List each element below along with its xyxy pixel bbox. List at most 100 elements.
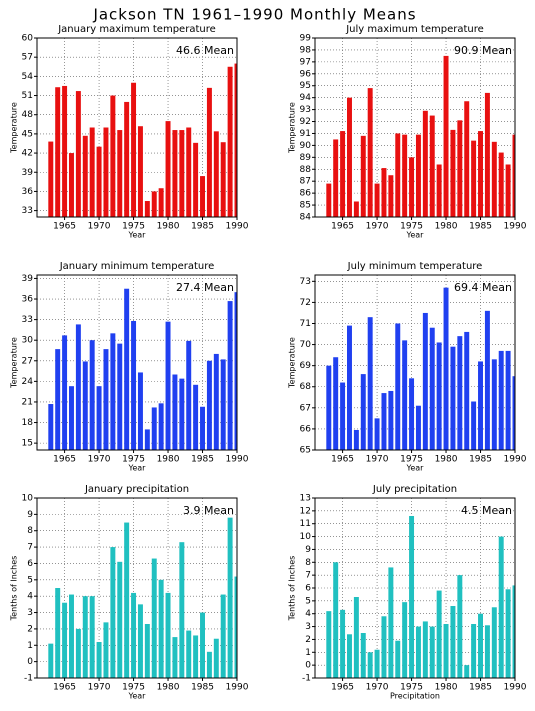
x-axis-label: Precipitation	[390, 692, 440, 701]
y-tick-label: 67	[300, 403, 311, 413]
bar	[436, 342, 442, 450]
y-tick-label: 51	[22, 91, 33, 101]
bar	[422, 110, 428, 217]
bar	[353, 597, 359, 678]
x-tick-label: 1965	[331, 455, 354, 465]
bar	[144, 624, 150, 678]
bar	[381, 168, 387, 217]
y-tick-label: 7	[27, 543, 33, 553]
bar	[186, 630, 192, 678]
y-tick-label: 45	[22, 129, 33, 139]
bar	[395, 133, 401, 217]
annotation: 69.4 Mean	[454, 281, 512, 294]
y-axis-label: Temperature	[288, 337, 297, 389]
y-tick-label: 48	[22, 110, 34, 120]
bar	[450, 606, 456, 678]
y-tick-label: 9	[305, 545, 311, 555]
bar	[443, 624, 449, 678]
bar	[48, 643, 54, 678]
bar	[179, 542, 185, 678]
y-tick-label: 3	[27, 608, 33, 618]
y-tick-label: 33	[22, 315, 33, 325]
bar	[144, 429, 150, 450]
bar	[158, 579, 164, 678]
bar	[103, 127, 109, 217]
bar	[422, 621, 428, 678]
bar	[124, 522, 130, 678]
bar	[82, 596, 88, 678]
y-tick-label: 97	[300, 57, 311, 67]
bar	[381, 616, 387, 678]
bar	[478, 131, 483, 217]
x-tick-label: 1980	[435, 683, 458, 693]
bar	[471, 624, 477, 678]
bar	[429, 626, 435, 678]
y-tick-label: 93	[300, 105, 311, 115]
bar	[213, 353, 219, 450]
bar	[165, 321, 171, 450]
y-tick-label: 92	[300, 117, 311, 127]
bar	[124, 101, 130, 217]
y-tick-label: 0	[305, 661, 311, 671]
bar	[151, 407, 157, 450]
bar	[464, 101, 470, 217]
y-tick-label: 96	[300, 69, 312, 79]
y-tick-label: 88	[300, 165, 312, 175]
y-tick-label: 72	[300, 298, 311, 308]
x-tick-label: 1965	[53, 455, 76, 465]
y-tick-label: 57	[22, 53, 33, 63]
y-tick-label: 87	[300, 177, 311, 187]
bar	[186, 340, 192, 450]
y-tick-label: 39	[22, 274, 34, 284]
y-tick-label: 36	[22, 295, 34, 305]
bar	[395, 640, 401, 678]
bar	[347, 97, 352, 217]
y-tick-label: 1	[305, 648, 311, 658]
bar	[124, 288, 130, 450]
panel-title: July precipitation	[372, 484, 457, 495]
bar	[340, 382, 346, 450]
y-tick-label: 27	[22, 356, 33, 366]
bar	[388, 175, 394, 217]
bar	[374, 183, 380, 217]
bar	[457, 575, 463, 678]
bar	[367, 317, 373, 450]
y-tick-label: 8	[305, 558, 311, 568]
x-tick-label: 1980	[435, 222, 458, 232]
bar	[151, 558, 157, 678]
y-tick-label: 18	[22, 418, 34, 428]
bar	[227, 517, 233, 678]
bar	[402, 602, 408, 678]
plot-frame	[314, 274, 516, 451]
y-tick-label: 68	[300, 382, 312, 392]
panel-title: July minimum temperature	[347, 261, 483, 272]
y-tick-label: 30	[22, 336, 34, 346]
x-tick-label: 1980	[157, 222, 180, 232]
bar	[69, 386, 74, 450]
bar	[158, 188, 164, 217]
bar	[409, 157, 415, 217]
bars	[326, 516, 515, 678]
x-tick-label: 1990	[504, 455, 527, 465]
bar	[367, 88, 373, 217]
bar	[206, 87, 212, 217]
y-tick-label: 15	[22, 439, 33, 449]
y-tick-label: 85	[300, 201, 311, 211]
bar	[347, 325, 352, 450]
bar	[110, 95, 116, 217]
bar	[333, 139, 339, 217]
y-tick-label: 13	[300, 494, 311, 504]
x-tick-label: 1975	[122, 683, 145, 693]
y-axis-label: Temperature	[288, 102, 297, 154]
x-tick-label: 1990	[504, 683, 527, 693]
bar	[478, 361, 483, 450]
annotation: 27.4 Mean	[176, 281, 234, 294]
bar	[213, 638, 219, 678]
bar	[409, 378, 415, 450]
y-tick-label: 89	[300, 153, 312, 163]
bar	[367, 652, 373, 678]
y-tick-label: 99	[300, 34, 312, 44]
x-axis-label: Year	[128, 231, 147, 240]
